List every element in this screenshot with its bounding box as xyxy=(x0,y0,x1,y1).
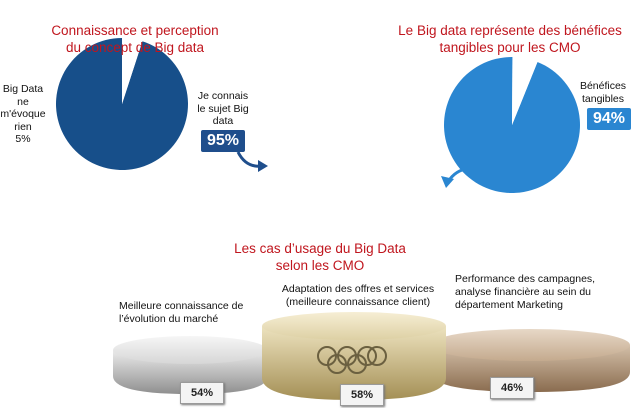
arrow-head-icon xyxy=(441,176,454,188)
podium-value-right: 46% xyxy=(490,377,534,399)
pie1-slice-label-main: Je connais le sujet Big data xyxy=(197,90,249,127)
podium-top-center xyxy=(262,312,446,340)
podium-value-center: 58% xyxy=(340,384,384,406)
pie2-slice-label-main: Bénéfices tangibles xyxy=(579,80,627,105)
podium-value-left: 54% xyxy=(180,382,224,404)
pie-chart-knowledge xyxy=(56,38,189,170)
podium-title: Les cas d’usage du Big Data selon les CM… xyxy=(234,241,406,273)
podium xyxy=(113,312,630,400)
podium-top-left xyxy=(113,336,267,364)
podium-category-center: Adaptation des offres et services (meill… xyxy=(281,283,435,308)
pie1-value-badge: 95% xyxy=(201,130,245,152)
pie1-slice-1 xyxy=(122,38,143,104)
pie2-title: Le Big data représente des bénéfices tan… xyxy=(398,23,622,55)
olympic-rings-icon xyxy=(317,346,387,374)
pie1-slice-label-other: Big Data ne m'évoque rien 5% xyxy=(0,83,46,145)
pie2-value-badge: 94% xyxy=(587,108,631,130)
pie2-slice-1 xyxy=(512,57,538,125)
podium-top-right xyxy=(430,329,630,361)
arrow-head-icon xyxy=(258,160,268,172)
pie1-title: Connaissance et perception du concept de… xyxy=(51,23,219,55)
pie-chart-benefits xyxy=(444,57,581,194)
podium-category-left: Meilleure connaissance de l’évolution du… xyxy=(119,300,244,325)
podium-category-right: Performance des campagnes, analyse finan… xyxy=(455,273,596,311)
pie2-slice-0 xyxy=(444,57,581,194)
